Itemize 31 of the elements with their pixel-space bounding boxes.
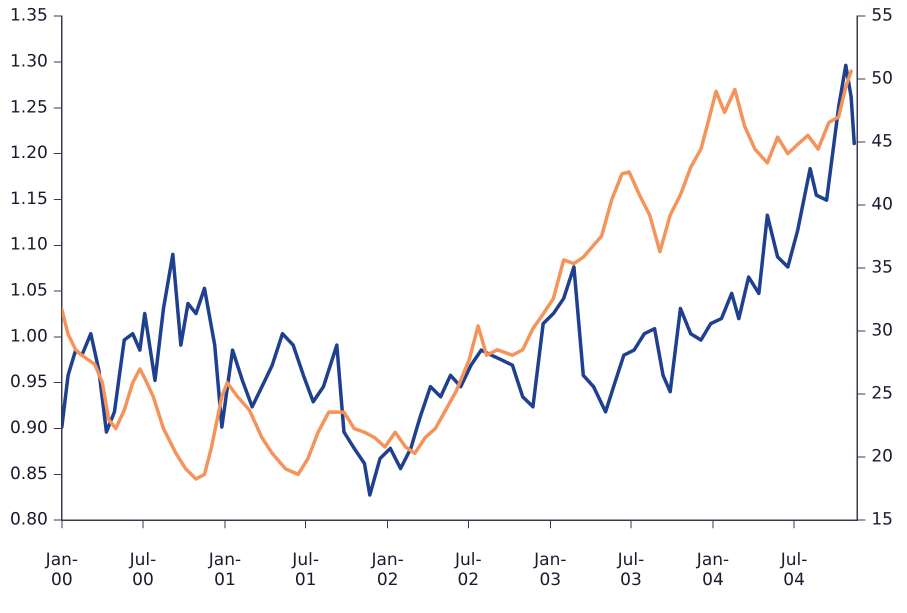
x-tick-label: Jul-03: [616, 550, 644, 590]
y-tick-label: 1.00: [10, 326, 48, 346]
y2-tick-label: 25: [871, 384, 894, 404]
y2-tick-label: 50: [871, 68, 894, 89]
x-tick-label: Jul-02: [454, 550, 482, 590]
y2-tick-label: 55: [871, 6, 894, 26]
y-tick-label: 1.10: [10, 234, 48, 255]
y2-tick-label: 45: [871, 132, 894, 152]
x-tick-label: Jul-01: [291, 550, 319, 590]
x-tick-label: Jan-03: [533, 550, 566, 590]
y-tick-label: 0.95: [10, 372, 48, 392]
y-tick-label: 0.80: [10, 510, 48, 530]
y2-tick-label: 20: [871, 446, 894, 467]
y-tick-label: 0.85: [10, 464, 48, 484]
y-tick-label: 1.05: [10, 280, 48, 301]
y-tick-label: 0.90: [10, 418, 48, 438]
y-tick-label: 1.25: [10, 97, 48, 118]
x-tick-label: Jan-01: [208, 550, 242, 590]
x-tick-label: Jan-00: [44, 550, 78, 590]
x-tick-label: Jan-02: [370, 550, 404, 590]
x-tick-label: Jan-04: [696, 550, 730, 590]
y2-tick-label: 35: [871, 258, 894, 278]
y2-tick-label: 40: [871, 194, 894, 215]
y-tick-label: 1.20: [10, 143, 48, 164]
x-tick-label: Jul-00: [128, 550, 156, 590]
y-tick-label: 1.35: [10, 6, 48, 26]
y2-tick-label: 30: [871, 320, 894, 341]
x-tick-label: Jul-04: [780, 550, 808, 590]
y-tick-label: 1.30: [10, 51, 48, 72]
y2-tick-label: 15: [871, 510, 894, 530]
y-tick-label: 1.15: [10, 188, 48, 209]
